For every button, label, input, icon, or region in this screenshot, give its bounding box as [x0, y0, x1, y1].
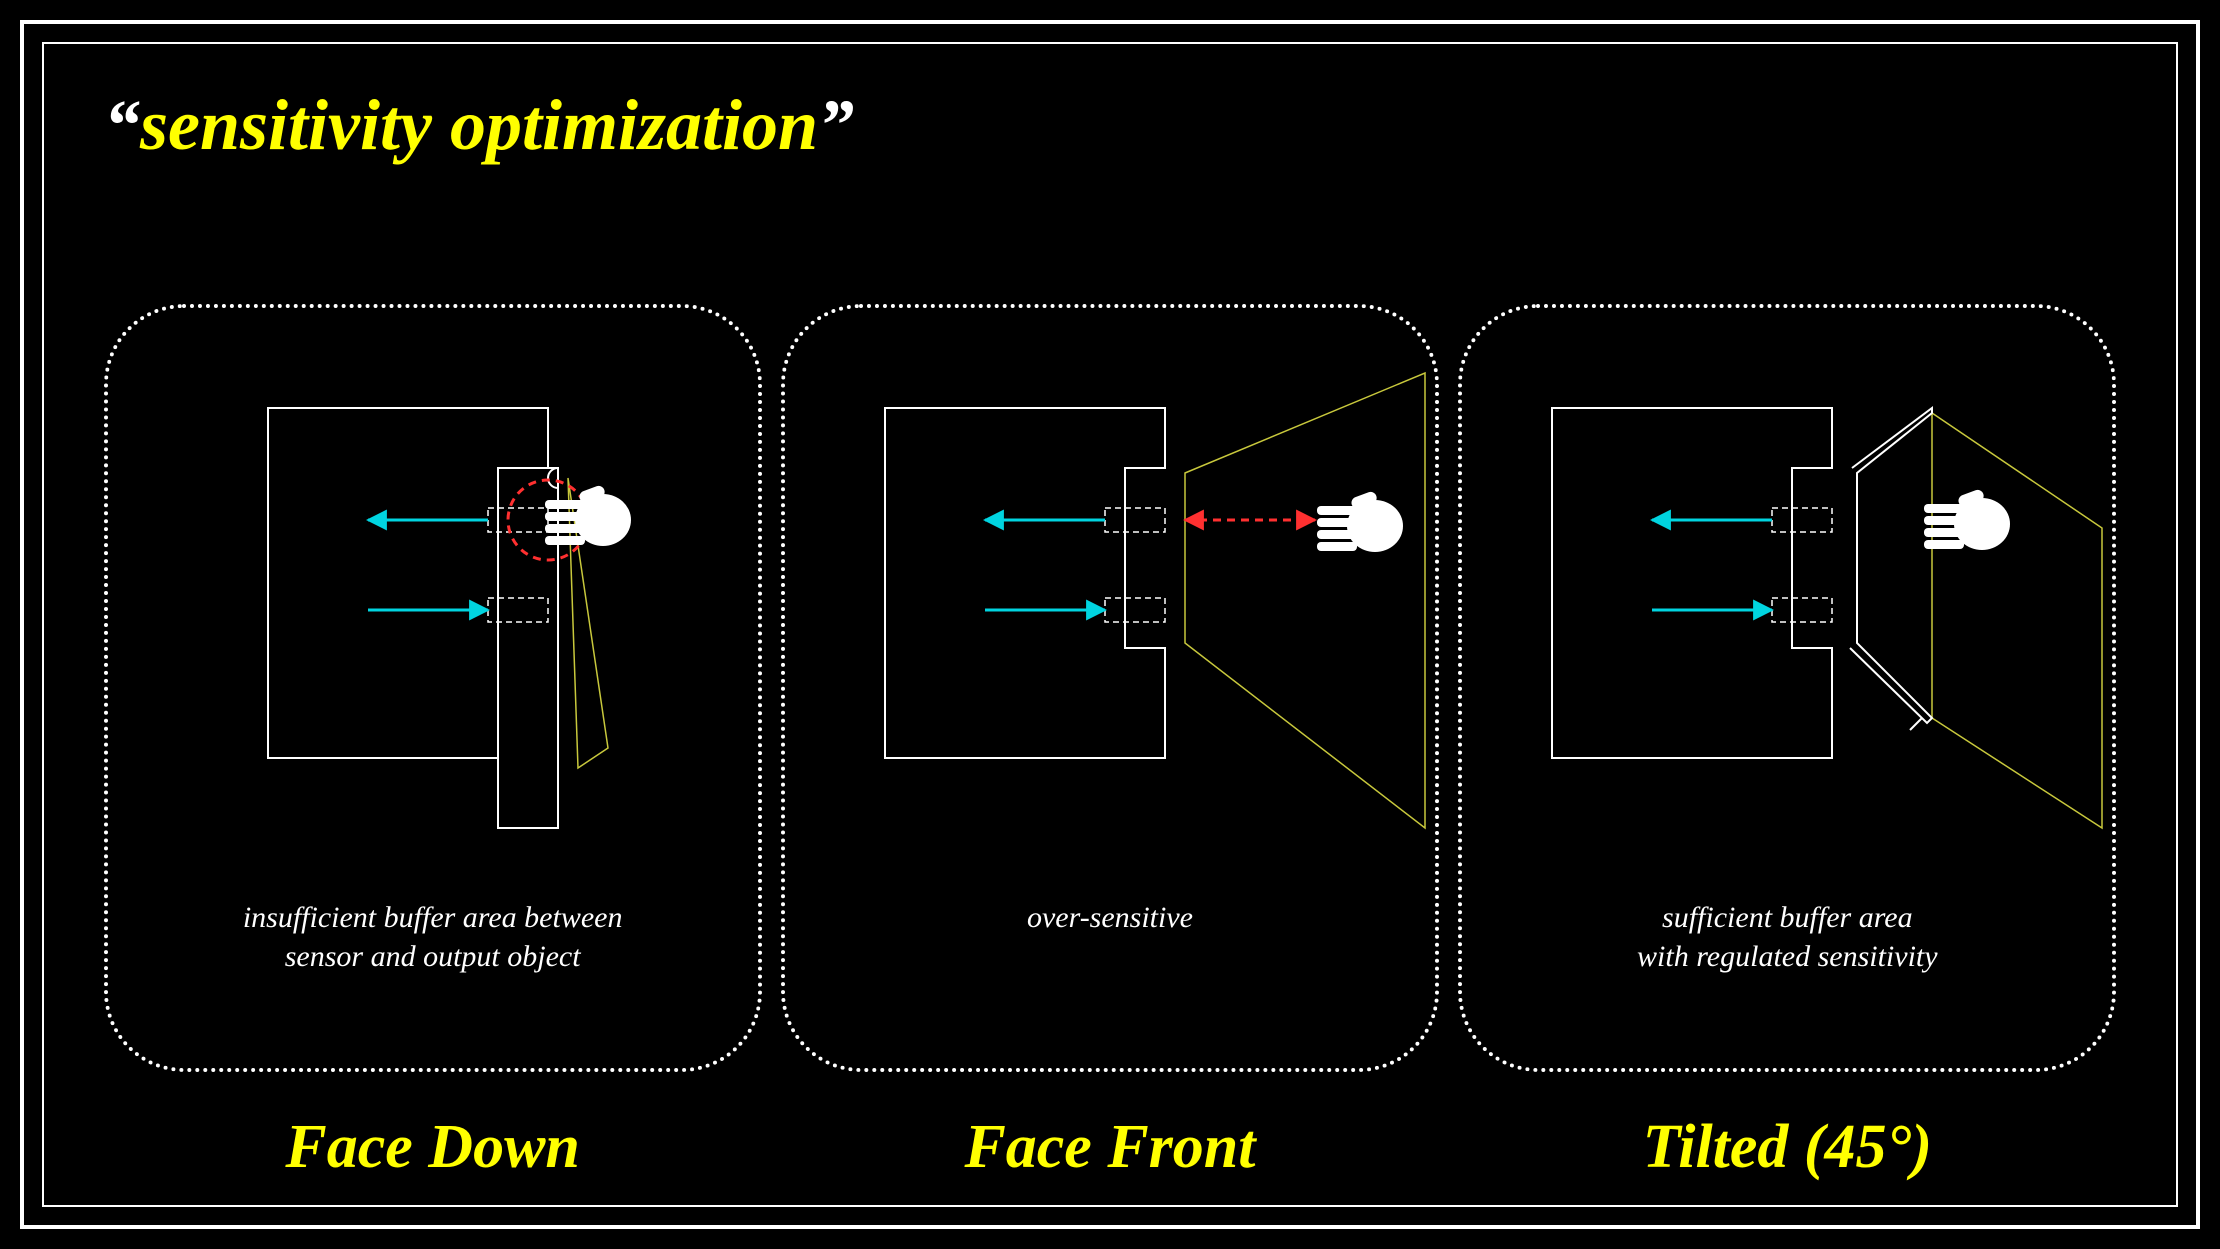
panel-label: Face Down [94, 1112, 771, 1183]
panel-box: over-sensitive [781, 304, 1439, 1072]
panel-box: sufficient buffer area with regulated se… [1458, 304, 2116, 1072]
panel-label: Face Front [771, 1112, 1448, 1183]
diagram-tilted [1462, 308, 2112, 888]
open-quote: “ [104, 85, 140, 165]
diagram-face-down [108, 308, 758, 888]
title-text: sensitivity optimization [140, 85, 818, 165]
caption: sufficient buffer area with regulated se… [1462, 898, 2112, 976]
panel-face-front: over-sensitive Face Front [771, 304, 1448, 1183]
main-title: “sensitivity optimization” [104, 84, 854, 167]
panel-label: Tilted (45°) [1449, 1112, 2126, 1183]
panel-face-down: insufficient buffer area between sensor … [94, 304, 771, 1183]
inner-frame: “sensitivity optimization” insufficient … [42, 42, 2178, 1207]
panels-row: insufficient buffer area between sensor … [94, 304, 2126, 1183]
caption-line1: sufficient buffer area [1662, 901, 1913, 934]
caption-line2: with regulated sensitivity [1637, 940, 1938, 973]
panel-box: insufficient buffer area between sensor … [104, 304, 762, 1072]
caption-line1: insufficient buffer area between [243, 901, 623, 934]
close-quote: ” [818, 85, 854, 165]
caption-line1: over-sensitive [1027, 901, 1193, 934]
panel-tilted: sufficient buffer area with regulated se… [1449, 304, 2126, 1183]
caption: insufficient buffer area between sensor … [108, 898, 758, 976]
caption: over-sensitive [785, 898, 1435, 937]
diagram-face-front [785, 308, 1435, 888]
outer-frame: “sensitivity optimization” insufficient … [20, 20, 2200, 1229]
caption-line2: sensor and output object [285, 940, 581, 973]
